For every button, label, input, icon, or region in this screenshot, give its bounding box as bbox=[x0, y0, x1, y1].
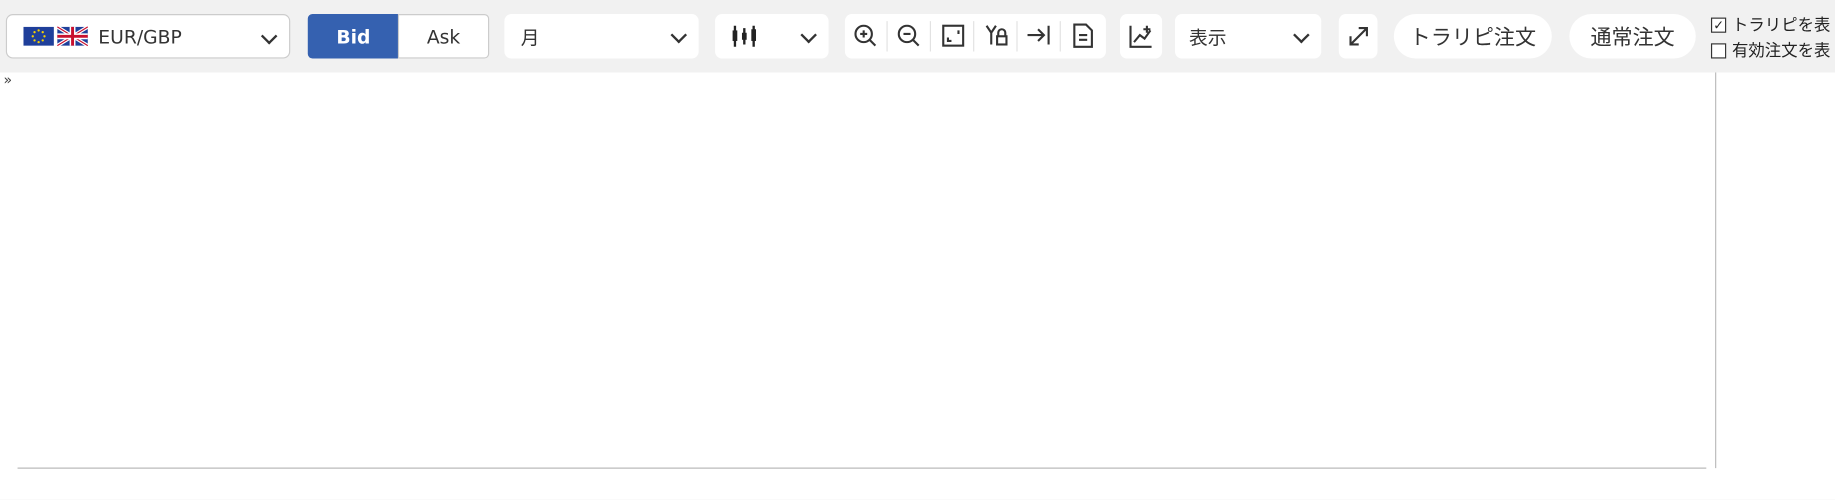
checkbox[interactable]: 有効注文を表 bbox=[1710, 39, 1831, 62]
period-text: 月 bbox=[520, 26, 540, 50]
chart-type-select[interactable] bbox=[715, 14, 829, 59]
expand-icon bbox=[1348, 27, 1368, 46]
chevron bbox=[1293, 26, 1310, 44]
ask-button[interactable]: Ask bbox=[397, 14, 490, 59]
period-select[interactable]: 月 bbox=[504, 14, 699, 59]
normal-order-button[interactable]: 通常注文 bbox=[1569, 14, 1696, 59]
indicator-button[interactable] bbox=[1119, 14, 1163, 59]
symbol-select[interactable]: EUR/GBP bbox=[5, 14, 291, 59]
expand-button[interactable] bbox=[1338, 14, 1378, 59]
checkbox-label: トラリピを表 bbox=[1732, 16, 1831, 36]
bid-button[interactable]: Bid bbox=[307, 14, 400, 59]
checkbox-label: 有効注文を表 bbox=[1732, 42, 1831, 61]
checkbox[interactable]: ✓ トラリピを表 bbox=[1710, 13, 1831, 36]
indicator-icon bbox=[1129, 25, 1152, 48]
flags bbox=[23, 25, 89, 47]
chevron bbox=[800, 26, 817, 44]
candle-icon bbox=[732, 25, 757, 47]
tool-icons[interactable] bbox=[845, 14, 1106, 58]
checkbox-box: ✓ bbox=[1710, 16, 1727, 33]
chevron bbox=[260, 28, 278, 45]
trarepi-order-button[interactable]: トラリピ注文 bbox=[1393, 14, 1552, 59]
chevron bbox=[670, 26, 688, 44]
tool-group bbox=[844, 14, 1106, 59]
display-text: 表示 bbox=[1189, 26, 1227, 50]
symbol-text: EUR/GBP bbox=[98, 25, 182, 48]
checkbox-box bbox=[1710, 42, 1727, 58]
display-select[interactable]: 表示 bbox=[1174, 14, 1322, 59]
collapse-toggle[interactable]: » bbox=[4, 72, 13, 88]
chart-bg bbox=[0, 72, 1835, 500]
